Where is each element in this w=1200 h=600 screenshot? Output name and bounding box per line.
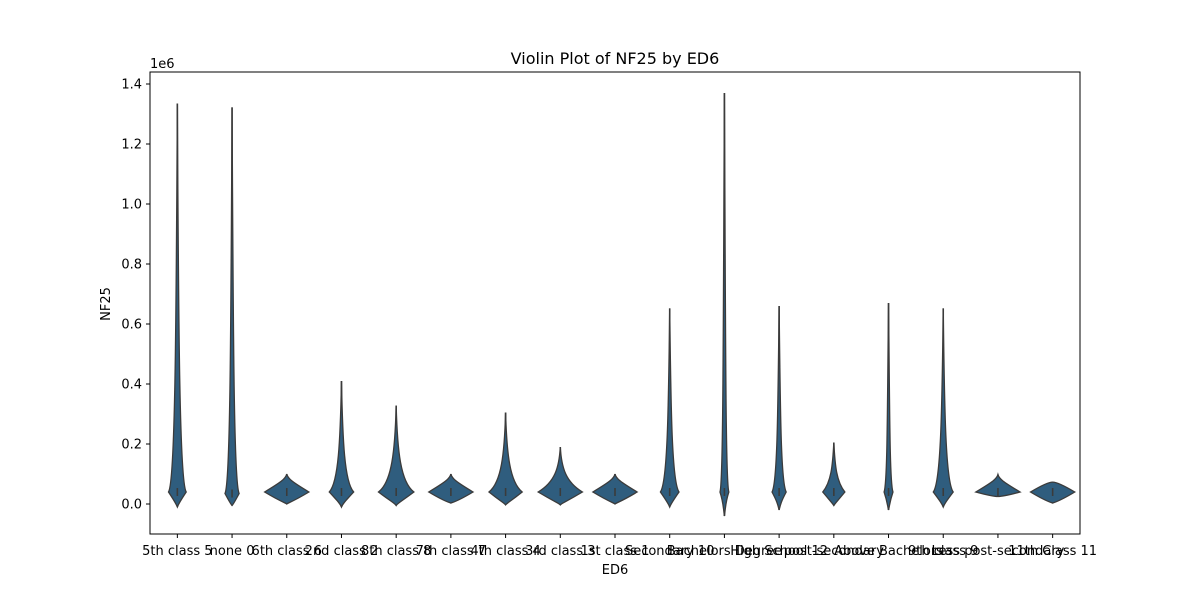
x-axis-label: ED6 bbox=[602, 563, 629, 578]
x-tick-label: 7th class 7 bbox=[416, 544, 486, 559]
violin-6 bbox=[427, 473, 475, 504]
violin-16 bbox=[974, 472, 1022, 498]
x-tick-label: 1st class 1 bbox=[581, 544, 650, 559]
y-tick-label: 0.8 bbox=[121, 258, 142, 273]
plot-frame bbox=[149, 71, 1081, 535]
violin-body bbox=[487, 412, 524, 507]
violin-body bbox=[167, 103, 187, 509]
violin-1 bbox=[167, 103, 187, 509]
violin-body bbox=[974, 472, 1022, 498]
violin-5 bbox=[377, 405, 415, 507]
violin-17 bbox=[1029, 481, 1077, 504]
y-tick-label: 1.4 bbox=[121, 78, 142, 93]
violin-body bbox=[328, 380, 355, 509]
violin-8 bbox=[536, 446, 584, 507]
x-tick-label: Above Bachelors bbox=[834, 544, 943, 559]
violin-3 bbox=[263, 473, 311, 505]
violin-body bbox=[719, 92, 730, 517]
violin-body bbox=[536, 446, 584, 507]
y-tick-label: 0.4 bbox=[121, 378, 142, 393]
x-tick-label: post-secondary bbox=[784, 544, 884, 559]
violin-12 bbox=[771, 305, 787, 511]
violin-body bbox=[821, 442, 846, 507]
violin-10 bbox=[659, 308, 680, 509]
y-axis-label: NF25 bbox=[99, 287, 114, 321]
violin-body bbox=[771, 305, 787, 511]
x-tick-label: Bachelors Degree bbox=[667, 544, 782, 559]
x-tick-label: Less post-secondary bbox=[932, 544, 1065, 559]
violin-14 bbox=[883, 302, 894, 511]
violins-group bbox=[167, 92, 1077, 517]
x-tick-label: 5th class 5 bbox=[142, 544, 212, 559]
x-tick-label: 8th class 8 bbox=[361, 544, 431, 559]
x-tick-label: 11th Class 11 bbox=[1008, 544, 1097, 559]
x-tick-label: 2nd class 2 bbox=[305, 544, 379, 559]
violin-body bbox=[377, 405, 415, 507]
violin-9 bbox=[591, 473, 639, 505]
violin-body bbox=[883, 302, 894, 511]
violin-body bbox=[932, 308, 955, 509]
y-tick-label: 0.6 bbox=[121, 318, 142, 333]
violin-2 bbox=[224, 107, 240, 507]
y-offset-label: 1e6 bbox=[150, 57, 175, 72]
y-ticks-group: 0.0 0.2 0.4 0.6 0.8 1.0 1.2 1.4 bbox=[121, 78, 150, 513]
x-tick-label: none 0 bbox=[210, 544, 255, 559]
x-tick-label: 6th class 6 bbox=[252, 544, 322, 559]
y-tick-label: 1.2 bbox=[121, 138, 142, 153]
x-tick-label: 9th class 9 bbox=[908, 544, 978, 559]
x-tick-label: 3rd class 3 bbox=[525, 544, 595, 559]
violin-4 bbox=[328, 380, 355, 509]
violin-7 bbox=[487, 412, 524, 507]
violin-13 bbox=[821, 442, 846, 507]
y-tick-label: 0.0 bbox=[121, 498, 142, 513]
violin-body bbox=[224, 107, 240, 507]
x-tick-label: 4th class 4 bbox=[470, 544, 540, 559]
y-tick-label: 1.0 bbox=[121, 198, 142, 213]
violin-body bbox=[659, 308, 680, 509]
y-tick-label: 0.2 bbox=[121, 438, 142, 453]
x-tick-label: Secondary 10 bbox=[625, 544, 715, 559]
x-tick-label: High School 12 bbox=[730, 544, 828, 559]
violin-11 bbox=[719, 92, 730, 517]
chart-title: Violin Plot of NF25 by ED6 bbox=[511, 49, 720, 68]
violin-15 bbox=[932, 308, 955, 509]
